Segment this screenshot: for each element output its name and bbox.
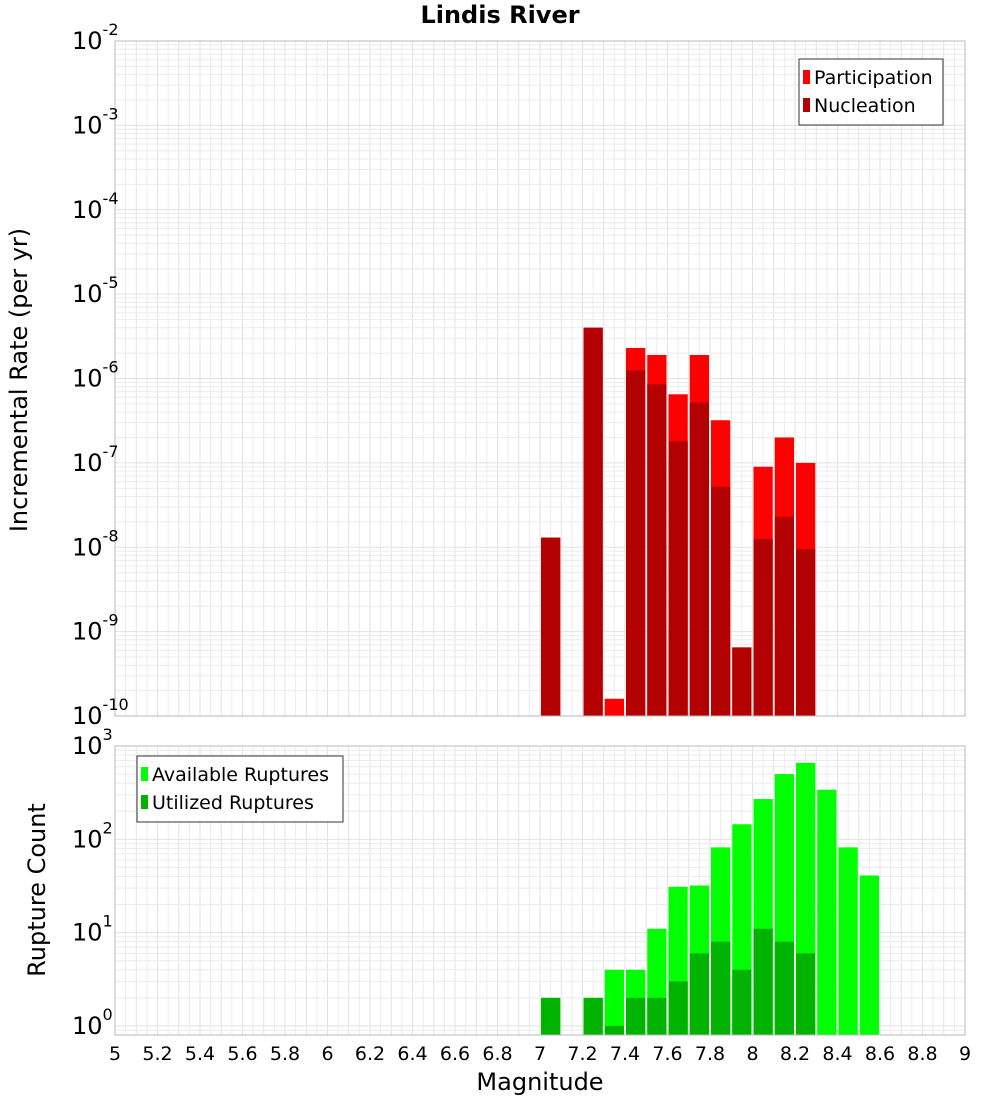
legend-swatch [803,70,810,84]
bar-nucleation [796,549,816,716]
y-tick-exponent: 0 [103,1005,113,1024]
y-tick-label: 10-9 [72,611,119,646]
bar-utilized-ruptures [647,997,667,1035]
y-tick-label: 10-4 [72,189,119,224]
y-tick-label: 10-5 [72,273,119,308]
y-tick-label: 10-2 [72,20,119,55]
y-tick-exponent: -6 [103,358,119,377]
bar-nucleation [711,486,731,716]
legend-swatch [803,98,810,112]
y-tick-label: 10-3 [72,104,119,139]
x-tick-labels: 5 5.2 5.4 5.6 5.8 6 6.2 6.4 6.6 6.8 7 7.2 7.4 7.6 7.8 8… [109,1043,971,1065]
x-tick-label: 7.2 [567,1043,597,1065]
y-tick-exponent: -7 [103,442,119,461]
x-tick-label: 8.4 [822,1043,852,1065]
bar-utilized-ruptures [711,941,731,1035]
x-tick-label: 5.4 [185,1043,215,1065]
y-tick-label: 10-7 [72,442,119,477]
y-tick-label: 102 [72,818,113,853]
bar-utilized-ruptures [689,953,709,1035]
y-tick-label: 103 [72,725,113,760]
x-tick-label: 7.8 [695,1043,725,1065]
legend-swatch [141,767,148,781]
bar-utilized-ruptures [626,997,646,1035]
x-tick-label: 7.6 [652,1043,682,1065]
bar-nucleation [668,441,688,716]
y-tick-exponent: -9 [103,611,119,630]
bar-nucleation [647,384,667,716]
y-tick-exponent: -2 [103,20,119,39]
x-tick-label: 9 [959,1043,971,1065]
y-tick-exponent: 2 [103,818,113,837]
y-tick-exponent: -3 [103,104,119,123]
bar-utilized-ruptures [753,928,773,1035]
y-tick-exponent: -8 [103,526,119,545]
legend-label: Participation [814,67,933,89]
bar-available-ruptures [817,789,837,1035]
bar-utilized-ruptures [604,1025,624,1035]
plot-frame [114,40,966,717]
bar-nucleation [753,539,773,716]
bar-utilized-ruptures [774,941,794,1035]
bar-available-ruptures [859,875,879,1035]
x-tick-label: 6.4 [397,1043,427,1065]
bar-nucleation [541,537,561,716]
y-tick-label: 10-10 [72,695,129,730]
bar-available-ruptures [838,847,858,1035]
bar-nucleation [774,516,794,716]
x-tick-label: 6 [321,1043,333,1065]
y-tick-label: 10-8 [72,526,119,561]
bar-utilized-ruptures [541,997,561,1035]
chart-title: Lindis River [420,1,579,29]
legend-label: Nucleation [814,95,916,117]
bar-nucleation [732,647,752,716]
rate-legend: Participation Nucleation [798,58,944,126]
bar-participation [604,698,624,716]
y-tick-exponent: -10 [103,695,129,714]
bar-utilized-ruptures [583,997,603,1035]
plot-frame [114,745,966,1036]
legend-swatch [141,795,148,809]
y-tick-label: 101 [72,912,113,947]
bar-utilized-ruptures [796,953,816,1035]
bottom-y-axis-title: Rupture Count [23,803,51,977]
y-tick-exponent: 3 [103,725,113,744]
y-tick-exponent: -4 [103,189,119,208]
x-tick-label: 8.6 [865,1043,895,1065]
bar-nucleation [689,402,709,716]
bar-utilized-ruptures [668,981,688,1035]
x-tick-label: 6.6 [440,1043,470,1065]
bar-nucleation [583,327,603,716]
legend-box [798,58,944,126]
bar-nucleation [626,370,646,716]
y-tick-label: 10-6 [72,358,119,393]
x-tick-label: 5.6 [227,1043,257,1065]
bar-utilized-ruptures [732,969,752,1035]
x-tick-label: 8.2 [780,1043,810,1065]
rupture-legend: Available Ruptures Utilized Ruptures [136,755,344,823]
x-axis-title: Magnitude [476,1068,603,1096]
x-tick-label: 5.8 [270,1043,300,1065]
x-tick-label: 7.4 [610,1043,640,1065]
x-tick-label: 5 [109,1043,121,1065]
legend-label: Available Ruptures [152,764,329,786]
legend-label: Utilized Ruptures [152,792,314,814]
y-tick-exponent: 1 [103,912,113,931]
y-tick-label: 100 [72,1005,113,1040]
x-tick-label: 8.8 [907,1043,937,1065]
x-tick-label: 7 [534,1043,546,1065]
x-tick-label: 6.8 [482,1043,512,1065]
legend-box [136,755,344,823]
x-tick-label: 8 [746,1043,758,1065]
bar-available-ruptures [604,969,624,1035]
top-y-axis-title: Incremental Rate (per yr) [5,228,33,532]
x-tick-label: 5.2 [142,1043,172,1065]
rate-panel: 10-10 10-9 10-8 10-7 10-6 10-5 10-4 10-3 10-2 [72,20,966,730]
x-tick-label: 6.2 [355,1043,385,1065]
y-tick-exponent: -5 [103,273,119,292]
